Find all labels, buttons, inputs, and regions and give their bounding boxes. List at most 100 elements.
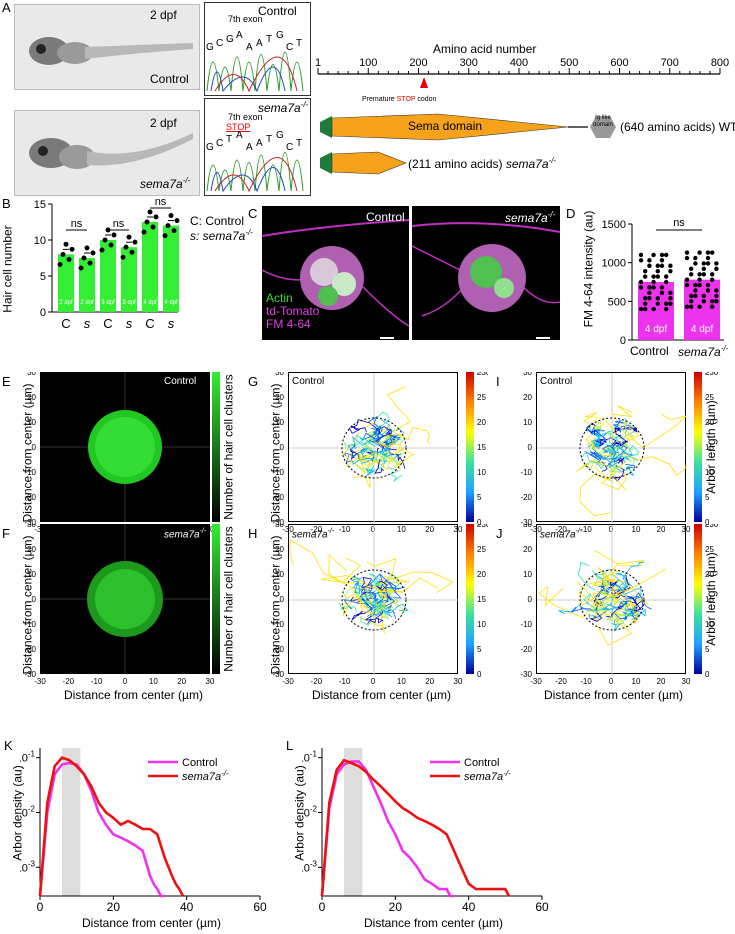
d-xtick-control: Control (630, 344, 669, 358)
arbor-trace (348, 425, 367, 434)
density-shaded-band (344, 748, 363, 896)
dist-xtick-label: 20 (425, 525, 434, 534)
c-legend-actin: Actin (266, 291, 293, 305)
arbor-trace (627, 592, 652, 610)
density-ytick-label: 10-2 (302, 804, 318, 819)
d-data-point (693, 255, 698, 261)
arbor-trace (368, 427, 382, 444)
arbor-trace (353, 460, 371, 489)
b-bar (58, 254, 74, 312)
arbor-trace (593, 568, 623, 584)
h-inset-label: sema7a-/- (292, 528, 335, 541)
arbor-trace (368, 573, 392, 588)
sequence-letter: G (206, 42, 214, 53)
b-xtick-label: s (126, 316, 133, 331)
b-data-point (132, 239, 138, 245)
cluster-outline (341, 569, 407, 631)
e-colorbar-label: Number of hair cell clusters (221, 374, 236, 520)
colorbar-tick-label: 25 (705, 393, 714, 402)
control-embryo-drawing (29, 37, 193, 65)
arbor-trace (366, 429, 377, 438)
d-data-point (659, 290, 665, 296)
dist-ytick-label: 10 (523, 570, 532, 579)
b-data-point (126, 234, 132, 240)
panel-label-b: B (2, 196, 11, 211)
arbor-trace (618, 600, 629, 607)
b-data-point (78, 265, 84, 271)
d-data-point (647, 263, 652, 268)
dist-xtick-label: -20 (311, 525, 323, 534)
e-heatmap-drawing (40, 372, 210, 522)
dist-xtick-label: 20 (657, 677, 666, 686)
dist-ytick-label: 10 (27, 570, 36, 579)
arbor-trace (339, 602, 358, 613)
arbor-trace (610, 405, 633, 442)
dist-ytick-label: -30 (520, 518, 532, 527)
density-legend-label: Control (182, 757, 217, 769)
jet-colorbar (466, 524, 474, 674)
dist-ytick-label: -30 (272, 670, 284, 679)
arbor-trace (368, 415, 383, 435)
density-ytick-label: 10-1 (20, 750, 36, 765)
b-data-point (144, 219, 150, 225)
dist-xtick-label: 20 (657, 525, 666, 534)
dist-ytick-label: 0 (528, 595, 533, 604)
panel-label-j: J (496, 526, 503, 541)
dist-xtick-label: 10 (397, 525, 406, 534)
dist-xtick-label: 30 (454, 525, 463, 534)
mutant-chromatogram-trace (206, 152, 304, 193)
b-ylabel: Hair cell number (0, 225, 15, 313)
mutant-embryo-drawing (29, 133, 193, 169)
c-mutant-title: sema7a-/- (505, 210, 556, 225)
arbor-trace (383, 450, 398, 465)
d-data-point (710, 250, 715, 255)
dist-ytick-label: 20 (523, 393, 532, 402)
arbor-trace (363, 446, 385, 458)
g-arbor-map (288, 372, 459, 523)
d-ns-label: ns (673, 217, 685, 229)
cluster-outline (579, 417, 645, 479)
density-ytick-label: 10-2 (20, 804, 36, 819)
b-bar (163, 225, 179, 312)
arbor-trace (360, 614, 373, 626)
sequence-letter: A (246, 42, 253, 53)
sequence-letter: G (276, 130, 284, 141)
h-arbor-map (288, 524, 459, 675)
c-mutant-drawing (411, 222, 561, 339)
d-data-point (684, 255, 690, 261)
arbor-trace (610, 449, 630, 463)
arbor-trace (595, 438, 607, 447)
d-data-point (638, 306, 644, 312)
arbor-trace (586, 422, 605, 435)
panel-label-d: D (566, 206, 576, 221)
arbor-trace (377, 571, 454, 594)
dist-xtick-label: 30 (682, 677, 691, 686)
d-data-point (647, 258, 652, 263)
dist-xtick-label: -10 (339, 525, 351, 534)
arbor-trace (375, 411, 391, 431)
b-stage-label: 4 dpf (164, 300, 178, 306)
density-xtick-label: 40 (462, 900, 476, 912)
arbor-trace (356, 599, 373, 615)
arbor-trace (369, 439, 405, 456)
aa-axis-tick-label: 200 (409, 58, 427, 69)
d-data-point (651, 274, 656, 279)
dist-xtick-label: 20 (425, 677, 434, 686)
dist-ytick-label: -20 (272, 493, 284, 502)
density-series-line (320, 760, 454, 898)
b-stage-label: 4 dpf (143, 300, 157, 306)
sequence-letter: T (226, 134, 233, 145)
colorbar-tick-label: 25 (477, 393, 486, 402)
arbor-trace (624, 588, 644, 599)
f-heatmap (40, 524, 210, 674)
colorbar-tick-label: 15 (477, 443, 486, 452)
dist-ytick-label: -10 (272, 468, 284, 477)
density-xtick-label: 60 (253, 900, 267, 912)
d-data-point (710, 272, 715, 277)
d-data-point (693, 282, 698, 288)
d-data-point (659, 285, 665, 290)
density-shaded-band (62, 748, 81, 896)
d-data-point (693, 261, 698, 266)
d-data-point (638, 279, 644, 285)
